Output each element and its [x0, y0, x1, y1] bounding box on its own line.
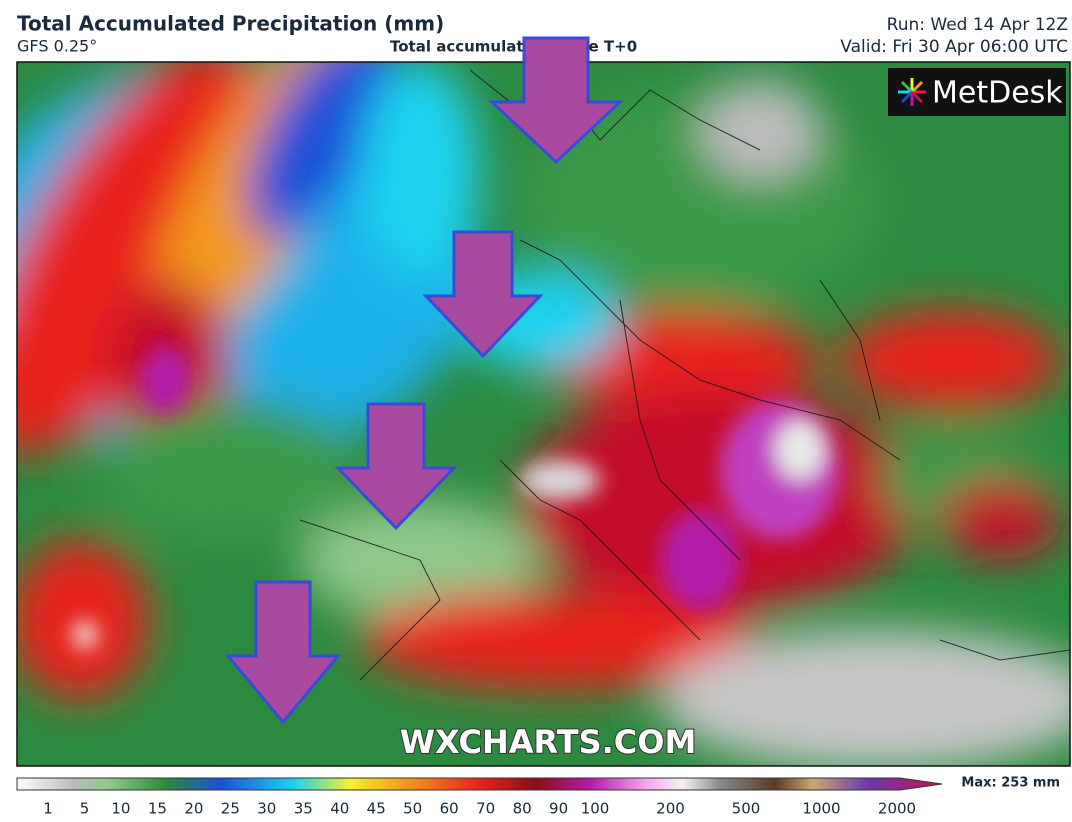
precipitation-map: MetDesk WXCHARTS.COM: [17, 62, 1070, 766]
model: GFS 0.25°: [17, 37, 97, 56]
color-bar-label: 15: [148, 800, 167, 818]
arrow: [224, 580, 342, 725]
max-label: Max: 253 mm: [961, 776, 1060, 791]
color-bar-label: 25: [221, 800, 240, 818]
title: Total Accumulated Precipitation (mm): [17, 12, 444, 36]
color-bar-label: 40: [330, 800, 349, 818]
color-bar-label: 10: [111, 800, 130, 818]
color-bar-label: 35: [294, 800, 313, 818]
color-bar-ticks: 1 5 10 15 20 25 30 35 40 45 50 60 70 80 90 100 200 500 100…: [43, 800, 916, 818]
color-bar-label: 20: [184, 800, 203, 818]
color-bar-label: 500: [732, 800, 761, 818]
borders: [299, 69, 1070, 681]
color-bar-label: 2000: [878, 800, 916, 818]
subtitle: Total accumulation since T+0: [390, 38, 637, 56]
logo-icon: [898, 78, 926, 106]
color-bar-label: 100: [581, 800, 610, 818]
color-bar-label: 1: [43, 800, 53, 818]
color-bar-label: 1000: [802, 800, 840, 818]
color-bar-label: 90: [549, 800, 568, 818]
color-bar-label: 200: [656, 800, 685, 818]
color-bar-label: 5: [80, 800, 90, 818]
color-bar-label: 60: [440, 800, 459, 818]
arrows: [224, 36, 624, 725]
run-time: Run: Wed 14 Apr 12Z: [887, 15, 1068, 35]
color-bar-label: 70: [476, 800, 495, 818]
arrow: [334, 402, 458, 531]
logo-text: MetDesk: [932, 76, 1063, 111]
arrow: [422, 230, 544, 359]
color-bar: [16, 777, 943, 791]
color-bar-label: 45: [367, 800, 386, 818]
arrow: [488, 36, 624, 165]
watermark: WXCHARTS.COM: [400, 723, 697, 761]
valid-time: Valid: Fri 30 Apr 06:00 UTC: [840, 37, 1068, 57]
color-bar-label: 50: [403, 800, 422, 818]
color-bar-label: 80: [513, 800, 532, 818]
color-bar-label: 30: [257, 800, 276, 818]
